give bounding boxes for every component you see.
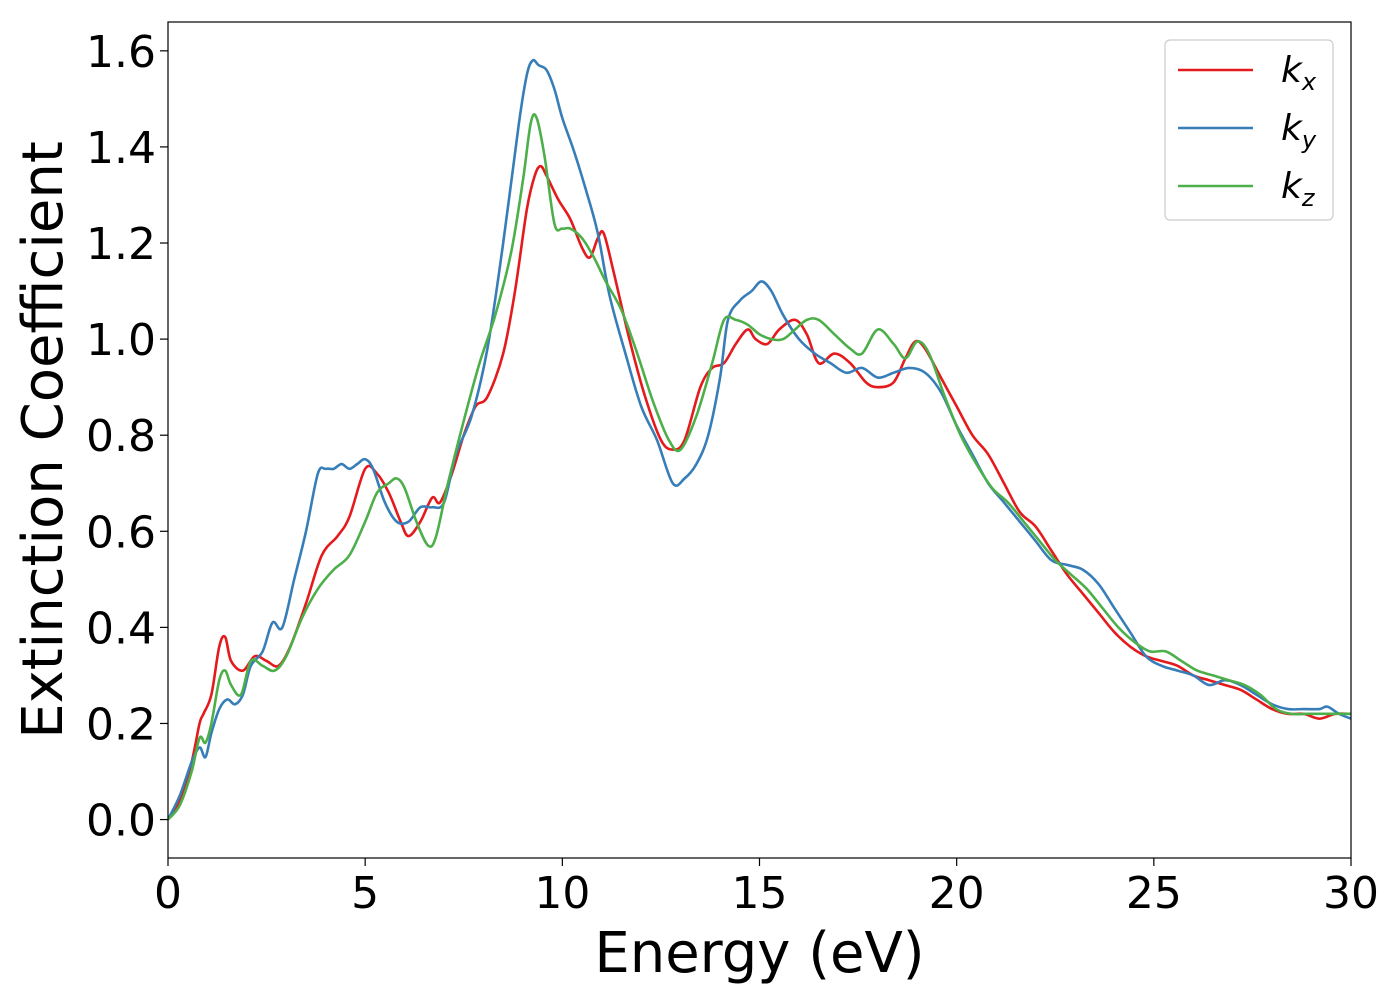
x-tick-label: 0 (154, 868, 182, 919)
legend-box (1164, 39, 1334, 221)
series-layer (168, 58, 1351, 821)
y-tick-label: 0.2 (86, 699, 156, 750)
x-tick-label: 10 (534, 868, 590, 919)
y-tick-label: 1.4 (86, 123, 156, 174)
y-axis: 0.0 0.2 0.4 0.6 0.8 1.0 1.2 1.4 1.6 (86, 27, 168, 847)
y-tick-label: 0.0 (86, 796, 156, 847)
x-axis-label: Energy (eV) (594, 921, 924, 986)
legend-label: kx (1281, 50, 1317, 96)
legend-label: kz (1281, 166, 1316, 212)
y-tick-label: 1.0 (86, 315, 156, 366)
y-tick-label: 0.4 (86, 603, 156, 654)
y-axis-label: Extinction Coefficient (11, 141, 76, 739)
y-tick-label: 1.6 (86, 27, 156, 78)
y-tick-label: 1.2 (86, 219, 156, 270)
x-tick-label: 20 (929, 868, 985, 919)
series-line-ky (168, 58, 1351, 821)
y-tick-label: 0.6 (86, 507, 156, 558)
y-tick-label: 0.8 (86, 411, 156, 462)
x-tick-label: 5 (351, 868, 379, 919)
legend: kx ky kz (1164, 39, 1334, 221)
series-line-kx (168, 164, 1351, 821)
x-axis: 0 5 10 15 20 25 30 (154, 858, 1379, 919)
x-tick-label: 25 (1126, 868, 1182, 919)
x-tick-label: 15 (732, 868, 788, 919)
legend-label: ky (1281, 108, 1317, 154)
series-line-kz (168, 113, 1351, 821)
x-tick-label: 30 (1323, 868, 1379, 919)
